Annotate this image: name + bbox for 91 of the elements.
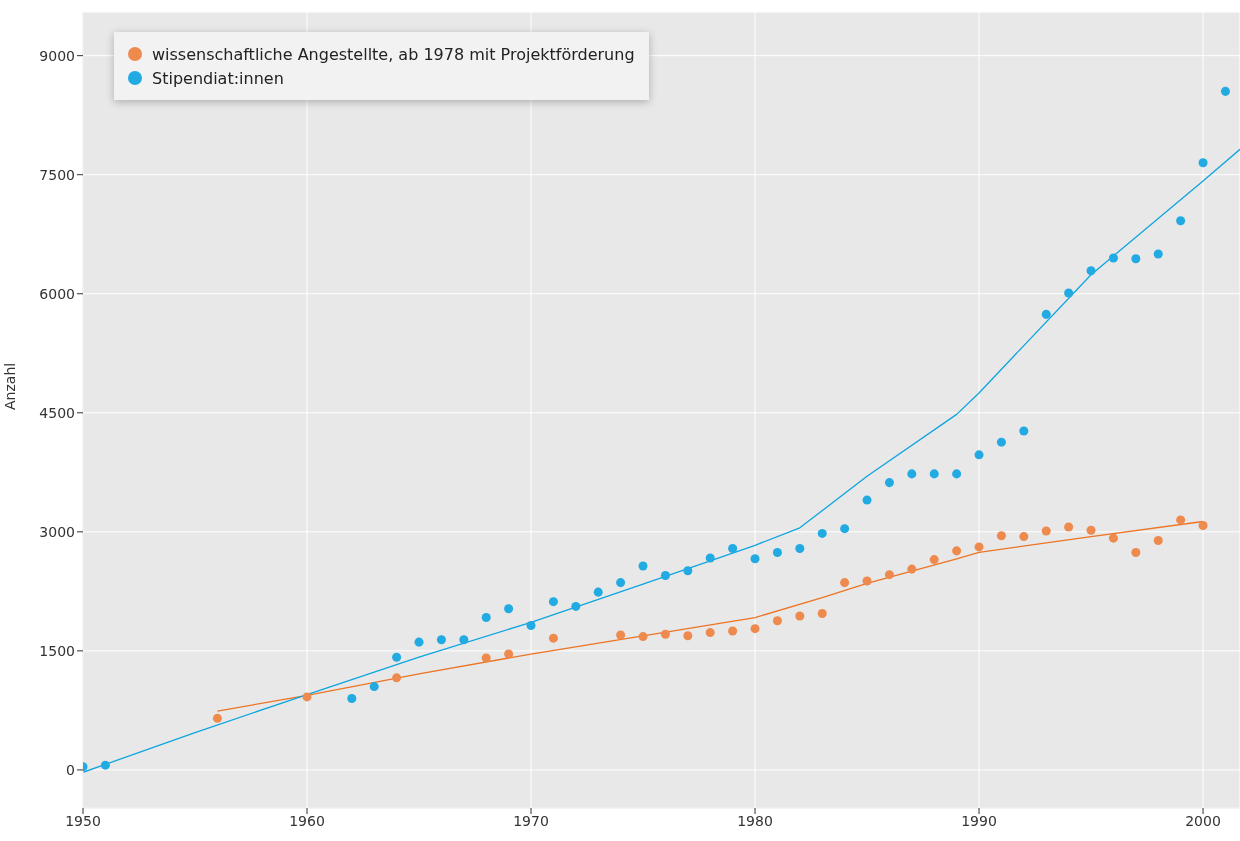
y-tick-label: 4500 <box>39 404 75 421</box>
point <box>526 620 536 630</box>
point <box>705 628 715 638</box>
y-tick-label: 7500 <box>39 166 75 183</box>
point <box>996 531 1006 541</box>
point <box>1198 158 1208 168</box>
point <box>1153 536 1163 546</box>
point <box>772 547 782 557</box>
legend-label: wissenschaftliche Angestellte, ab 1978 mit Projektförderung <box>152 44 635 64</box>
x-tick-label: 2000 <box>1185 812 1221 829</box>
point <box>728 543 738 553</box>
point <box>750 554 760 564</box>
point <box>840 578 850 588</box>
point <box>728 626 738 636</box>
x-tick-label: 1990 <box>961 812 997 829</box>
point <box>347 693 357 703</box>
point <box>504 604 514 614</box>
point <box>705 553 715 563</box>
point <box>302 692 312 702</box>
y-tick-label: 0 <box>66 761 75 778</box>
point <box>1176 515 1186 525</box>
point <box>817 528 827 538</box>
point <box>616 630 626 640</box>
point <box>1108 533 1118 543</box>
point <box>548 597 558 607</box>
point <box>481 613 491 623</box>
point <box>884 478 894 488</box>
point <box>1019 426 1029 436</box>
point <box>593 587 603 597</box>
point <box>436 635 446 645</box>
point <box>100 760 110 770</box>
point <box>1086 266 1096 276</box>
point <box>504 649 514 659</box>
point <box>481 653 491 663</box>
point <box>1064 522 1074 532</box>
point <box>974 450 984 460</box>
point <box>817 609 827 619</box>
point <box>840 524 850 534</box>
point <box>616 578 626 588</box>
x-tick-label: 1980 <box>737 812 773 829</box>
y-axis-title: Anzahl <box>1 362 18 410</box>
point <box>795 543 805 553</box>
point <box>929 555 939 565</box>
point <box>660 570 670 580</box>
point <box>907 469 917 479</box>
y-tick-label: 1500 <box>39 642 75 659</box>
point <box>1198 520 1208 530</box>
point <box>884 570 894 580</box>
point <box>571 601 581 611</box>
point <box>1086 525 1096 535</box>
point <box>392 652 402 662</box>
point <box>1019 532 1029 542</box>
point <box>1131 254 1141 264</box>
point <box>548 633 558 643</box>
y-tick-label: 3000 <box>39 523 75 540</box>
point <box>862 576 872 586</box>
legend-label: Stipendiat:innen <box>152 68 284 88</box>
x-tick-label: 1970 <box>513 812 549 829</box>
point <box>1064 288 1074 298</box>
point <box>862 495 872 505</box>
point <box>638 561 648 571</box>
point <box>683 631 693 641</box>
point <box>1131 547 1141 557</box>
x-tick-label: 1960 <box>289 812 325 829</box>
y-tick-label: 6000 <box>39 285 75 302</box>
point <box>638 632 648 642</box>
point <box>1153 249 1163 259</box>
point <box>1220 86 1230 96</box>
point <box>392 673 402 683</box>
line-series <box>83 148 1240 773</box>
point <box>795 611 805 621</box>
point <box>772 616 782 626</box>
point <box>974 542 984 552</box>
point <box>952 469 962 479</box>
point <box>907 564 917 574</box>
point <box>750 624 760 634</box>
point <box>952 546 962 556</box>
point <box>369 682 379 692</box>
point <box>1108 253 1118 263</box>
point <box>1176 216 1186 226</box>
point <box>1041 309 1051 319</box>
point <box>212 713 222 723</box>
point <box>660 629 670 639</box>
point <box>1041 526 1051 536</box>
y-tick-label: 9000 <box>39 47 75 64</box>
point <box>929 469 939 479</box>
point <box>459 635 469 645</box>
point <box>996 437 1006 447</box>
x-tick-label: 1950 <box>65 812 101 829</box>
point <box>414 637 424 647</box>
point <box>683 566 693 576</box>
